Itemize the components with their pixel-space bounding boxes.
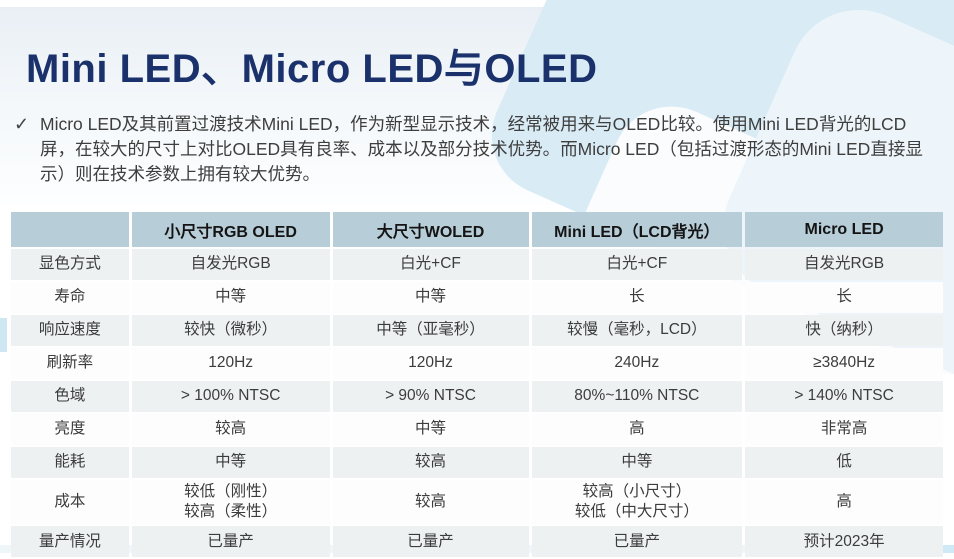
table-row: 寿命 中等 中等长长 (11, 282, 943, 313)
table-cell: 中等 (531, 447, 743, 478)
table-cell: 较高 (332, 447, 529, 478)
table-body: 显色方式 自发光RGB 白光+CF 白光+CF 自发光RGB 寿命 中等 中等长长响应速度 较快… (11, 249, 943, 558)
table-row: 亮度 较高 中等高非常高 (11, 414, 943, 445)
row-label: 亮度 (11, 414, 129, 445)
column-header: Micro LED (745, 212, 943, 247)
table-cell: 白光+CF (332, 249, 529, 280)
table-cell: 中等 (332, 414, 529, 445)
table-row: 显色方式 自发光RGB 白光+CF 白光+CF 自发光RGB (11, 249, 943, 280)
table-cell: 120Hz (131, 348, 330, 379)
table-row: 量产情况 已量产 已量产 已量产 预计2023年 (11, 526, 943, 558)
table-cell: 自发光RGB (745, 249, 943, 280)
table-cell: > 100% NTSC (131, 381, 330, 412)
table-cell: 120Hz (332, 348, 529, 379)
table-cell: 中等 (131, 282, 330, 313)
column-header: 大尺寸WOLED (332, 212, 529, 247)
row-label: 能耗 (11, 447, 129, 478)
table-cell: 较高 (131, 414, 330, 445)
row-label: 显色方式 (11, 249, 129, 280)
table-cell: 高 (531, 414, 743, 445)
column-header: Mini LED（LCD背光） (531, 212, 743, 247)
table-cell: 中等 (131, 447, 330, 478)
table-cell: 80%~110% NTSC (531, 381, 743, 412)
column-header: 小尺寸RGB OLED (131, 212, 330, 247)
table-cell: > 90% NTSC (332, 381, 529, 412)
table-cell: 已量产 (332, 526, 529, 558)
table-row: 响应速度 较快（微秒） 中等（亚毫秒） 较慢（毫秒，LCD） 快（纳秒） (11, 315, 943, 346)
row-label: 色域 (11, 381, 129, 412)
table-cell: 较低（刚性） 较高（柔性） (131, 480, 330, 525)
table-cell: > 140% NTSC (745, 381, 943, 412)
table-cell: 白光+CF (531, 249, 743, 280)
table-corner-cell (11, 212, 129, 247)
row-label: 成本 (11, 480, 129, 525)
row-label: 寿命 (11, 282, 129, 313)
row-label: 刷新率 (11, 348, 129, 379)
intro-paragraph: Micro LED及其前置过渡技术Mini LED，作为新型显示技术，经常被用来… (40, 114, 923, 184)
table-cell: 较高 (332, 480, 529, 525)
row-label: 量产情况 (11, 526, 129, 558)
table-row: 色域 > 100% NTSC > 90% NTSC 80%~110% NTSC > 14… (11, 381, 943, 412)
table-cell: 中等（亚毫秒） (332, 315, 529, 346)
table-cell: 快（纳秒） (745, 315, 943, 346)
table-cell: 已量产 (531, 526, 743, 558)
table-cell: 预计2023年 (745, 526, 943, 558)
intro-bullet: ✓ Micro LED及其前置过渡技术Mini LED，作为新型显示技术，经常被… (14, 112, 936, 187)
table-row: 成本 较低（刚性） 较高（柔性） 较高 较高（小尺寸） 较低（中大尺寸）高 (11, 480, 943, 525)
table-header: 小尺寸RGB OLED 大尺寸WOLED Mini LED（LCD背光） Micro … (11, 212, 943, 247)
table-cell: 长 (745, 282, 943, 313)
table-row: 刷新率 120Hz 120Hz 240Hz ≥3840Hz (11, 348, 943, 379)
table-cell: 较高（小尺寸） 较低（中大尺寸） (531, 480, 743, 525)
row-label: 响应速度 (11, 315, 129, 346)
table-cell: 240Hz (531, 348, 743, 379)
table-cell: 较快（微秒） (131, 315, 330, 346)
table-row: 能耗 中等 较高 中等低 (11, 447, 943, 478)
table-cell: 长 (531, 282, 743, 313)
comparison-table: 小尺寸RGB OLED 大尺寸WOLED Mini LED（LCD背光） Micro … (8, 210, 946, 559)
table-header-row: 小尺寸RGB OLED 大尺寸WOLED Mini LED（LCD背光） Micro … (11, 212, 943, 247)
table-cell: 自发光RGB (131, 249, 330, 280)
table-cell: 较慢（毫秒，LCD） (531, 315, 743, 346)
left-edge-decoration (0, 318, 7, 352)
table-cell: 高 (745, 480, 943, 525)
checkmark-icon: ✓ (14, 114, 30, 134)
table-cell: 中等 (332, 282, 529, 313)
table-cell: 非常高 (745, 414, 943, 445)
table-cell: 低 (745, 447, 943, 478)
table-cell: ≥3840Hz (745, 348, 943, 379)
table-cell: 已量产 (131, 526, 330, 558)
page-title: Mini LED、Micro LED与OLED (26, 47, 598, 91)
